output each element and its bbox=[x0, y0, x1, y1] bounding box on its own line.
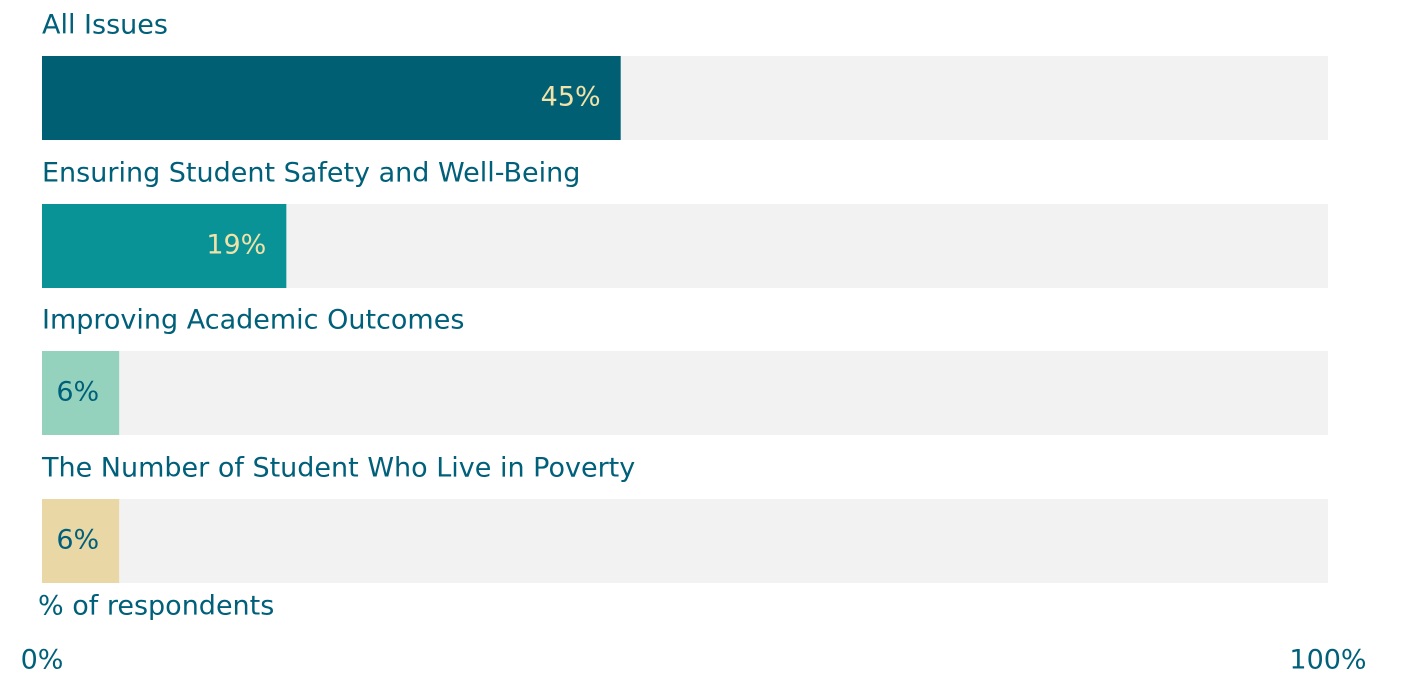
value-label: 6% bbox=[56, 377, 99, 408]
value-label: 45% bbox=[541, 82, 601, 113]
value-label: 19% bbox=[206, 230, 266, 261]
category-label: The Number of Student Who Live in Povert… bbox=[41, 453, 635, 484]
bar-track bbox=[42, 351, 1328, 435]
bar bbox=[42, 204, 287, 288]
category-label: All Issues bbox=[42, 10, 168, 41]
value-label: 6% bbox=[56, 525, 99, 556]
bar bbox=[42, 351, 120, 435]
category-label: Ensuring Student Safety and Well-Being bbox=[42, 158, 580, 189]
category-label: Improving Academic Outcomes bbox=[42, 305, 464, 336]
bar bbox=[42, 56, 621, 140]
x-tick-label: 100% bbox=[1289, 645, 1366, 676]
bar bbox=[42, 499, 120, 583]
bar-track bbox=[42, 499, 1328, 583]
x-axis-label: % of respondents bbox=[38, 591, 274, 622]
x-tick-label: 0% bbox=[21, 645, 64, 676]
